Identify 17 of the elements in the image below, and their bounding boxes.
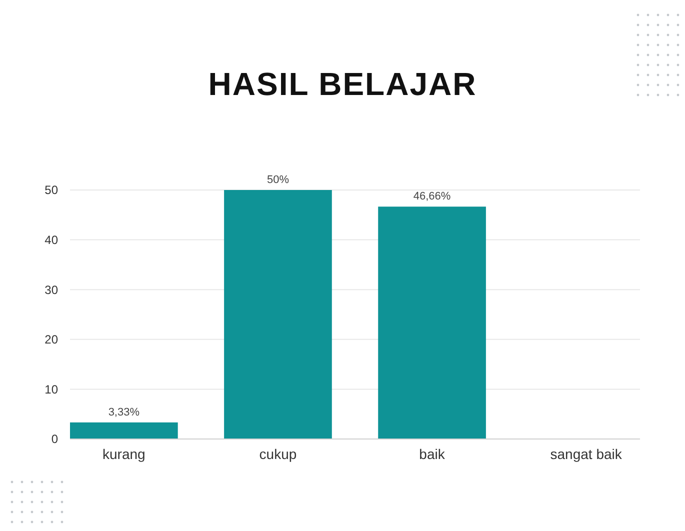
x-tick-label: sangat baik <box>550 446 623 462</box>
bar <box>70 422 178 439</box>
y-tick-label: 10 <box>44 382 58 396</box>
y-tick-label: 20 <box>44 332 58 347</box>
y-tick-label: 0 <box>51 432 58 446</box>
data-label: 46,66% <box>413 190 451 203</box>
data-label: 50% <box>266 174 290 186</box>
y-tick-label: 50 <box>44 183 58 198</box>
y-tick-label: 40 <box>44 233 58 247</box>
bar <box>378 206 486 439</box>
y-tick-label: 30 <box>44 282 58 297</box>
x-tick-label: cukup <box>259 446 297 462</box>
chart-title: HASIL BELAJAR <box>208 66 477 102</box>
data-label: 3,33% <box>108 406 140 418</box>
x-tick-label: baik <box>419 446 446 462</box>
bar <box>224 190 332 439</box>
x-tick-label: kurang <box>102 446 146 462</box>
